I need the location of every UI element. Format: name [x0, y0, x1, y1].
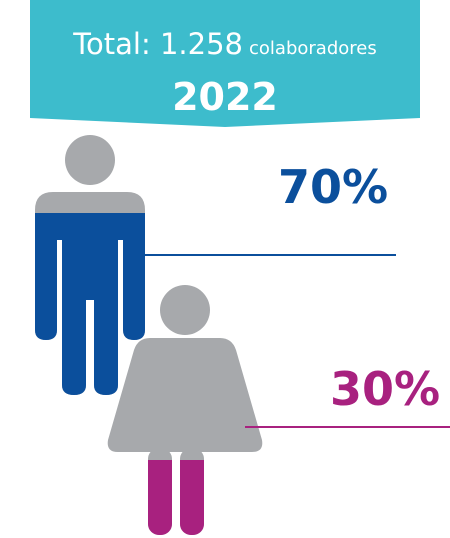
subtitle: colaboradores	[249, 38, 377, 59]
title: Total: 1.258	[72, 27, 243, 61]
banner	[30, 0, 420, 127]
value-label: 30%	[330, 362, 440, 416]
value-label: 70%	[278, 160, 388, 214]
fill-level	[107, 460, 263, 535]
year: 2022	[172, 75, 278, 119]
total: Total: 1.258 colaboradores	[72, 27, 376, 61]
